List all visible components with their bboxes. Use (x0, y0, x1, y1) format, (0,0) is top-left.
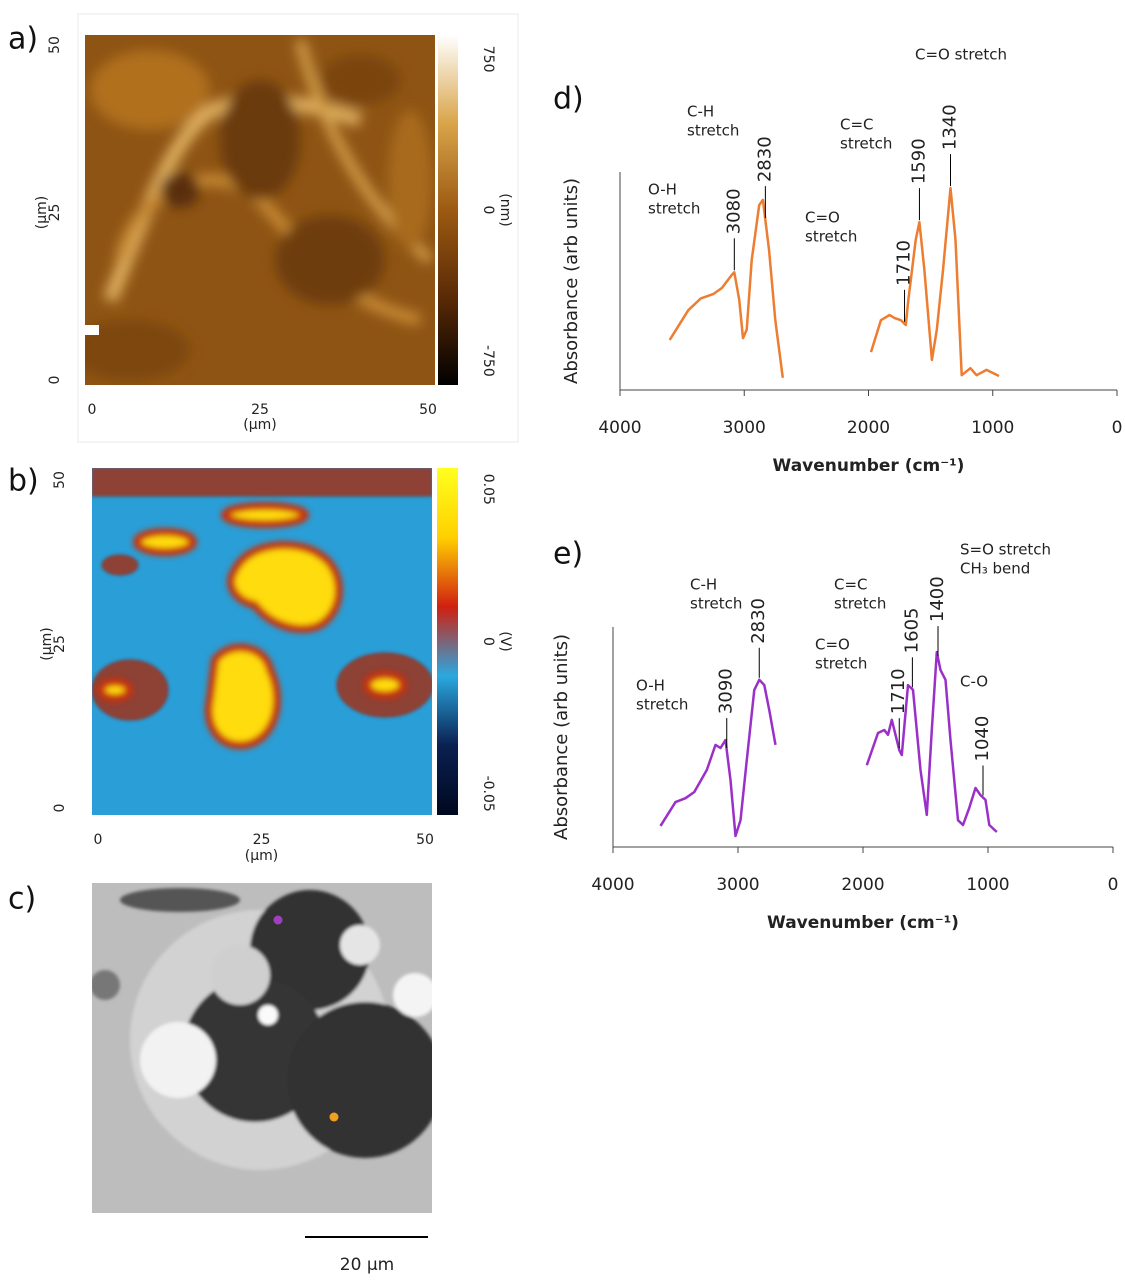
x-axis-label: (µm) (243, 417, 276, 433)
colorbar (437, 468, 458, 815)
x-tick-label: 2000 (841, 875, 884, 895)
x-tick-label: 4000 (591, 875, 634, 895)
peak-label: 1710 (894, 240, 915, 286)
y-axis-label: (µm) (34, 196, 50, 229)
panel-label: e) (553, 537, 583, 572)
panel-label: d) (553, 82, 584, 117)
peak-label: 1040 (972, 716, 993, 762)
peak-label: 2830 (754, 136, 775, 182)
y-tick-label: 50 (47, 36, 63, 54)
panel-label: b) (8, 464, 39, 499)
colorbar-label: (V) (497, 631, 513, 652)
x-tick-label: 0 (88, 402, 97, 418)
kpfm-potential-image (92, 468, 432, 815)
annotation: stretch (690, 595, 742, 613)
point-marker (273, 915, 283, 925)
colorbar (438, 35, 458, 385)
x-tick-label: 0 (1112, 418, 1123, 438)
annotation: stretch (840, 135, 892, 153)
annotation: C-H (690, 576, 717, 594)
x-tick-label: 3000 (716, 875, 759, 895)
x-tick-label: 25 (251, 402, 269, 418)
x-tick-label: 1000 (971, 418, 1014, 438)
x-tick-label: 50 (419, 402, 437, 418)
annotation: stretch (687, 122, 739, 140)
x-tick-label: 0 (1108, 875, 1119, 895)
y-tick-label: 0 (52, 804, 68, 813)
panel-label: c) (8, 882, 36, 917)
colorbar-tick-label: -750 (480, 345, 496, 377)
x-axis-title: Wavenumber (cm⁻¹) (767, 913, 959, 933)
x-axis-title: Wavenumber (cm⁻¹) (773, 456, 965, 476)
colorbar-tick-label: 0 (480, 206, 496, 215)
x-tick-label: 0 (94, 832, 103, 848)
x-tick-label: 50 (416, 832, 434, 848)
x-tick-label: 3000 (723, 418, 766, 438)
x-axis-label: (µm) (245, 848, 278, 864)
annotation: C=O (815, 636, 850, 654)
panel-frame (77, 13, 519, 443)
colorbar-tick-label: -0.05 (480, 776, 496, 812)
annotation: C=C (834, 576, 868, 594)
sem-image (92, 883, 432, 1213)
peak-label: 1590 (908, 138, 929, 184)
annotation: stretch (636, 696, 688, 714)
colorbar-tick-label: 0 (480, 637, 496, 646)
annotation: C-O (960, 673, 988, 691)
annotation: C=O (805, 209, 840, 227)
x-tick-label: 2000 (847, 418, 890, 438)
y-tick-label: 25 (47, 204, 63, 222)
y-axis-title: Absorbance (arb units) (561, 178, 582, 384)
annotation: O-H (648, 181, 677, 199)
scale-bar-label: 20 µm (340, 1255, 394, 1275)
x-tick-label: 4000 (598, 418, 641, 438)
afm-height-image (85, 35, 435, 385)
annotation: C=O stretch (915, 46, 1007, 64)
y-axis-title: Absorbance (arb units) (551, 634, 572, 840)
x-tick-label: 1000 (966, 875, 1009, 895)
annotation: stretch (805, 228, 857, 246)
spectrum-line (659, 650, 998, 838)
annotation: C-H (687, 103, 714, 121)
peak-label: 3090 (716, 668, 737, 714)
peak-label: 1340 (940, 104, 961, 150)
annotation: C=C (840, 116, 874, 134)
panel-label: a) (8, 22, 38, 57)
y-tick-label: 0 (47, 376, 63, 385)
peak-label: 2830 (748, 598, 769, 644)
annotation: CH₃ bend (960, 560, 1030, 578)
point-marker (329, 1112, 339, 1122)
annotation: O-H (636, 677, 665, 695)
annotation: S=O stretch (960, 541, 1051, 559)
y-tick-label: 25 (52, 635, 68, 653)
y-tick-label: 50 (52, 471, 68, 489)
y-axis-label: (µm) (39, 627, 55, 660)
colorbar-tick-label: 0.05 (480, 474, 496, 505)
x-tick-label: 25 (253, 832, 271, 848)
spectrum-line (668, 186, 1000, 378)
colorbar-label: (nm) (497, 193, 513, 226)
annotation: stretch (834, 595, 886, 613)
peak-label: 1605 (901, 608, 922, 654)
peak-label: 1710 (888, 668, 909, 714)
peak-label: 3080 (723, 188, 744, 234)
annotation: stretch (648, 200, 700, 218)
annotation: stretch (815, 655, 867, 673)
peak-label: 1400 (927, 576, 948, 622)
colorbar-tick-label: 750 (480, 46, 496, 73)
